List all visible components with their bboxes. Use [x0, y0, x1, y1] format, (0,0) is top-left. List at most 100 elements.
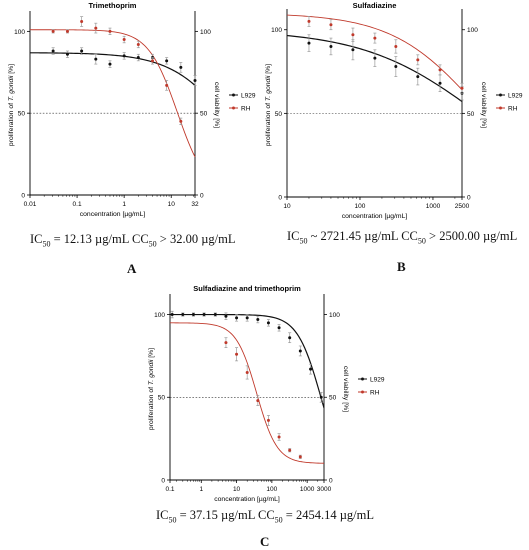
legend-marker-l929: [361, 377, 364, 381]
right-tick-label: 50: [200, 111, 208, 118]
data-point-l929: [307, 41, 311, 45]
panel-letter-b: B: [397, 259, 406, 274]
data-point-rh: [80, 20, 84, 24]
left-tick-label: 0: [278, 194, 282, 201]
legend-label-l929: L929: [508, 92, 523, 99]
data-point-l929: [136, 56, 140, 60]
data-point-rh: [245, 370, 249, 374]
x-tick-label: 10: [233, 486, 241, 493]
data-point-rh: [179, 119, 183, 123]
data-point-rh: [307, 19, 311, 23]
right-tick-label: 0: [329, 477, 333, 484]
x-axis-label: concentration [µg/mL]: [214, 496, 280, 503]
caption-b-pre: IC: [287, 229, 300, 243]
x-tick-label: 1000: [426, 203, 441, 210]
data-point-l929: [298, 349, 302, 353]
data-point-l929: [266, 321, 270, 325]
caption-b-post: > 2500.00 µg/mL: [425, 229, 518, 243]
right-tick-label: 100: [200, 29, 211, 36]
caption-a-sub2: 50: [148, 239, 157, 249]
y-axis-label-left: proliferation of T. gondii [%]: [8, 64, 15, 146]
data-point-l929: [179, 65, 183, 69]
x-tick-label: 10: [168, 201, 176, 208]
data-point-rh: [235, 352, 239, 356]
data-point-l929: [373, 56, 377, 60]
data-point-l929: [351, 48, 355, 52]
y-label-left-italic: T. gondii: [265, 75, 272, 101]
y-axis-label-left: proliferation of T. gondii [%]: [265, 64, 272, 146]
data-point-rh: [298, 455, 302, 459]
panel-letter-a: A: [127, 261, 137, 276]
data-point-l929: [51, 49, 55, 53]
legend-label-rh: RH: [508, 105, 518, 112]
data-point-rh: [136, 42, 140, 46]
data-point-rh: [122, 38, 126, 42]
caption-a-sub1: 50: [42, 239, 51, 249]
data-point-l929: [122, 54, 126, 58]
right-tick-label: 50: [467, 111, 475, 118]
left-tick-label: 50: [158, 395, 166, 402]
data-point-l929: [108, 62, 112, 66]
data-point-l929: [94, 57, 98, 61]
data-point-rh: [416, 58, 420, 62]
data-point-rh: [329, 23, 333, 27]
left-tick-label: 100: [271, 27, 282, 34]
data-point-rh: [150, 59, 154, 63]
caption-c-pre: IC: [156, 508, 169, 522]
legend-marker-l929: [232, 93, 235, 97]
fit-curve-l929: [286, 34, 463, 102]
caption-c-sub1: 50: [168, 515, 177, 525]
data-point-l929: [213, 313, 217, 317]
panel-letter-c: C: [260, 534, 270, 549]
data-point-l929: [165, 59, 169, 63]
y-label-left-suffix: [%]: [148, 348, 155, 360]
x-tick-label: 100: [266, 486, 277, 493]
data-point-l929: [394, 65, 398, 69]
chart-title: Trimethoprim: [89, 1, 137, 10]
left-tick-label: 50: [18, 111, 26, 118]
right-tick-label: 0: [200, 192, 204, 199]
y-axis-label-right: cell viability [%]: [213, 82, 220, 128]
x-tick-label: 1: [122, 201, 126, 208]
data-point-rh: [94, 26, 98, 30]
legend-marker-rh: [499, 106, 502, 110]
legend-marker-l929: [499, 93, 502, 97]
x-tick-label: 100: [355, 203, 366, 210]
data-point-rh: [438, 68, 442, 72]
data-point-l929: [235, 316, 239, 320]
legend-marker-rh: [232, 106, 235, 110]
data-point-rh: [224, 341, 228, 345]
chart-sulfadiazine-trimethoprim: Sulfadiazine and trimethoprim 0.1 1 10 100 10…: [148, 284, 385, 503]
x-tick-label: 2500: [455, 203, 470, 210]
y-axis-label-right: cell viability [%]: [480, 82, 487, 128]
x-axis-label: concentration [µg/mL]: [80, 211, 146, 218]
x-axis-label: concentration [µg/mL]: [342, 213, 408, 220]
x-tick-label: 0.1: [165, 486, 174, 493]
y-label-left-prefix: proliferation of: [265, 101, 272, 146]
caption-a-mid: = 12.13 µg/mL CC: [50, 232, 149, 246]
y-label-left-italic: T. gondii: [148, 359, 155, 385]
legend-label-l929: L929: [370, 376, 385, 383]
caption-c-sub2: 50: [274, 515, 283, 525]
y-label-left-italic: T. gondii: [8, 75, 15, 101]
right-tick-label: 50: [329, 395, 337, 402]
y-axis-label-right: cell viability [%]: [342, 366, 349, 412]
data-point-rh: [266, 418, 270, 422]
data-point-rh: [351, 33, 355, 37]
caption-b-sub2: 50: [417, 236, 426, 246]
data-point-l929: [65, 52, 69, 56]
data-point-l929: [80, 49, 84, 53]
right-tick-label: 100: [467, 27, 478, 34]
data-point-rh: [65, 29, 69, 33]
caption-b-sub1: 50: [299, 236, 308, 246]
caption-b: IC50 ~ 2721.45 µg/mL CC50 > 2500.00 µg/m…: [287, 229, 517, 246]
legend-label-rh: RH: [370, 389, 380, 396]
data-point-l929: [224, 314, 228, 318]
data-point-l929: [202, 313, 206, 317]
chart-title: Sulfadiazine: [353, 1, 397, 10]
chart-trimethoprim: Trimethoprim 0.01 0.1 1 10 32 concentration [µ…: [8, 1, 256, 218]
x-tick-label: 0.01: [24, 201, 37, 208]
x-tick-label: 0.1: [73, 201, 82, 208]
data-point-l929: [309, 367, 313, 371]
data-point-l929: [416, 75, 420, 79]
